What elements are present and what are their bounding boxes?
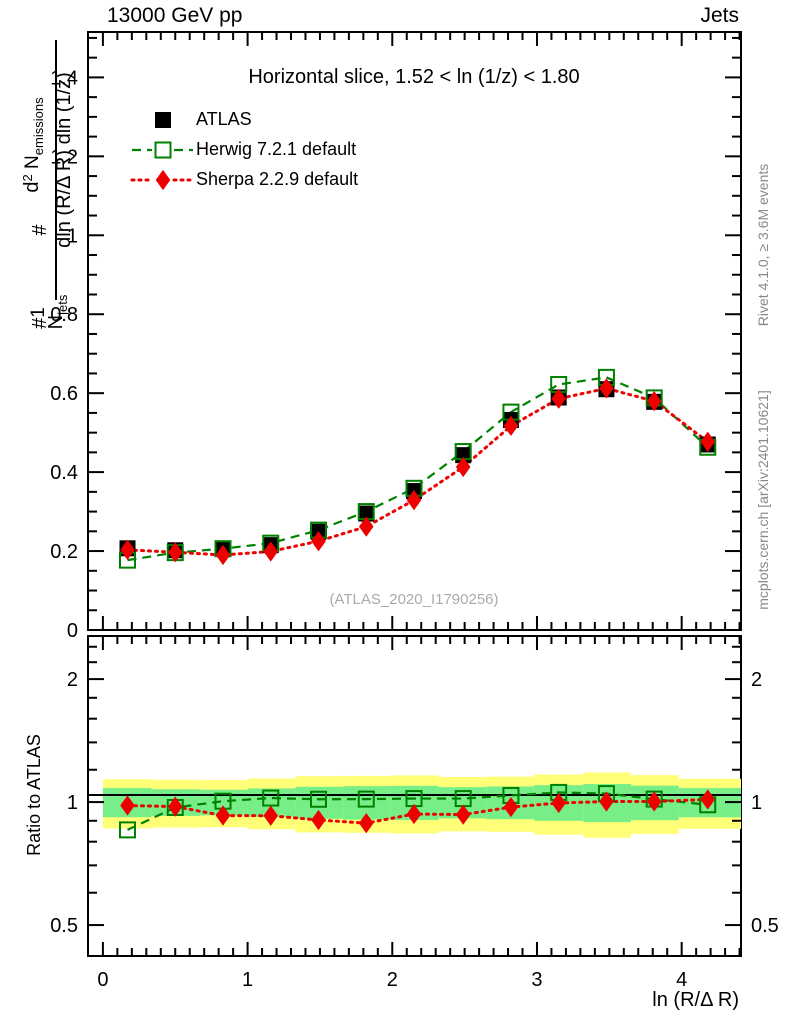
ratio-y-tick-labels: 0.5 0.5 1 1 2 2	[50, 669, 779, 937]
series-line-sherpa	[126, 386, 710, 557]
header-right: Jets	[700, 4, 739, 27]
ratio-marker-sherpa	[406, 803, 422, 825]
ratio-marker-sherpa	[503, 796, 519, 818]
ylabel-hash1: #	[29, 317, 51, 329]
svg-text:#1: #1	[28, 307, 51, 329]
main-y-tick-label: 1	[67, 225, 78, 247]
ylabel-one: 1	[28, 307, 49, 318]
marker-sherpa	[311, 531, 326, 552]
ratio-y-tick-label-right: 0.5	[751, 915, 779, 937]
watermark-analysis-id: (ATLAS_2020_I1790256)	[329, 591, 498, 608]
ratio-marker-herwig	[262, 789, 280, 807]
main-data-series	[119, 368, 717, 569]
main-y-tick-label: 1.2	[50, 146, 78, 168]
marker-sherpa	[263, 541, 279, 562]
main-y-tick-labels: 0 0.2 0.4 0.6 0.8 1 1.2 1.4	[50, 67, 78, 642]
marker-sherpa	[503, 415, 519, 437]
main-panel: 0 0.2 0.4 0.6 0.8 1 1.2 1.4	[50, 31, 742, 642]
ratio-y-tick-label: 1	[67, 792, 78, 814]
ratio-marker-sherpa	[263, 805, 279, 826]
ylabel-njets-sub: jets	[55, 294, 70, 316]
ylabel-njets: N	[45, 315, 67, 329]
ratio-panel: 0.5 0.5 1 1 2 2	[50, 635, 779, 957]
legend-marker	[155, 169, 171, 191]
sidebar-rivet-info: Rivet 4.1.0, ≥ 3.6M events	[755, 164, 771, 327]
svg-text:d2 Nemissions: d2 Nemissions	[20, 97, 46, 193]
main-y-tick-label: 0.8	[50, 304, 78, 326]
main-y-axis-label: #1 Njets # d2 Nemissions dln (R/Δ R) dln…	[20, 40, 75, 329]
ratio-marker-sherpa	[455, 804, 471, 825]
ylabel-hash2: #	[29, 224, 51, 236]
x-tick-label: 4	[676, 969, 687, 991]
ratio-marker-sherpa	[215, 805, 231, 826]
x-tick-label: 1	[242, 969, 253, 991]
ratio-axis-ticks	[88, 636, 741, 956]
marker-sherpa	[167, 542, 183, 563]
marker-sherpa	[358, 516, 374, 537]
marker-sherpa	[215, 544, 231, 566]
header-left: 13000 GeV pp	[107, 4, 242, 27]
ratio-y-tick-label-right: 1	[751, 792, 762, 814]
main-y-tick-label: 0.2	[50, 541, 78, 563]
marker-sherpa	[646, 390, 662, 412]
marker-sherpa	[599, 378, 614, 399]
ratio-marker-sherpa	[167, 796, 183, 817]
x-tick-labels: 0 1 2 3 4	[97, 969, 687, 991]
main-y-tick-label: 0	[67, 620, 78, 642]
svg-text:#: #	[29, 224, 51, 236]
legend-label: Herwig 7.2.1 default	[196, 139, 356, 159]
x-axis-label: ln (R/Δ R)	[652, 989, 739, 1011]
sidebar-source-info: mcplots.cern.ch [arXiv:2401.10621]	[755, 390, 771, 609]
ylabel-denominator: dln (R/Δ R) dln (1/z)	[53, 72, 75, 248]
main-axis-ticks	[88, 32, 741, 631]
plot-title: Horizontal slice, 1.52 < ln (1/z) < 1.80	[248, 66, 579, 88]
ratio-marker-herwig	[119, 821, 137, 839]
legend-marker	[155, 112, 171, 128]
legend-item: ATLAS	[155, 109, 252, 129]
x-tick-label: 3	[531, 969, 542, 991]
legend-item: Herwig 7.2.1 default	[132, 139, 356, 159]
ratio-marker-sherpa	[646, 791, 662, 812]
ylabel-nem-sub: emissions	[31, 97, 46, 155]
ratio-marker-sherpa	[551, 792, 566, 814]
x-tick-label: 0	[97, 969, 108, 991]
legend-label: ATLAS	[196, 109, 252, 129]
main-y-tick-label: 0.6	[50, 383, 78, 405]
ratio-y-tick-label: 0.5	[50, 915, 78, 937]
marker-atlas	[358, 505, 375, 522]
ratio-y-axis-label: Ratio to ATLAS	[24, 734, 44, 856]
ratio-marker-sherpa	[120, 795, 135, 816]
legend-item: Sherpa 2.2.9 default	[130, 169, 358, 191]
series-line-herwig	[127, 376, 709, 562]
ylabel-nem: N	[22, 155, 43, 174]
legend-marker	[154, 141, 172, 159]
ratio-y-tick-label: 2	[67, 669, 78, 691]
svg-text:Njets: Njets	[45, 294, 70, 329]
ratio-marker-sherpa	[358, 813, 374, 834]
marker-sherpa	[700, 431, 716, 452]
ylabel-d2n: d	[21, 181, 43, 192]
legend: ATLAS Herwig 7.2.1 default Sherpa 2.2.9 de…	[130, 109, 358, 191]
ratio-data-series	[119, 783, 717, 839]
ratio-marker-sherpa	[700, 789, 716, 810]
marker-sherpa	[551, 388, 566, 409]
ratio-marker-sherpa	[311, 809, 326, 831]
main-y-tick-label: 1.4	[50, 67, 78, 89]
ratio-y-tick-label-right: 2	[751, 669, 762, 691]
marker-sherpa	[455, 456, 471, 478]
ratio-marker-sherpa	[599, 791, 614, 812]
legend-label: Sherpa 2.2.9 default	[196, 169, 358, 189]
ratio-marker-herwig	[357, 790, 375, 808]
marker-sherpa	[120, 539, 135, 560]
ratio-marker-herwig	[309, 790, 327, 808]
main-y-tick-label: 0.4	[50, 462, 78, 484]
ylabel-d2n-sup: 2	[20, 174, 35, 181]
x-tick-label: 2	[387, 969, 398, 991]
marker-sherpa	[406, 490, 422, 511]
